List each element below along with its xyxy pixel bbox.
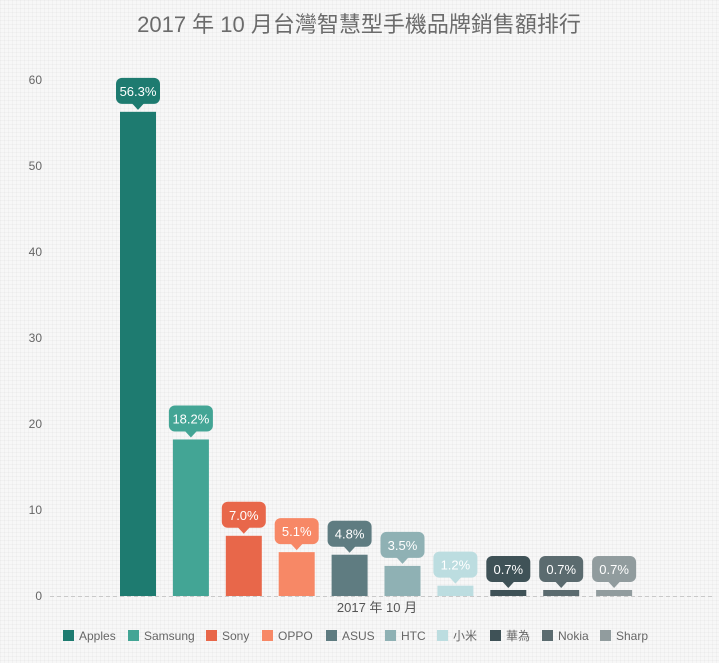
legend-swatch (128, 630, 139, 641)
legend-swatch (385, 630, 396, 641)
legend-item[interactable]: Sony (206, 629, 249, 643)
legend-item[interactable]: Sharp (600, 629, 648, 643)
legend-item[interactable]: 小米 (437, 629, 477, 643)
data-label-bubble (221, 501, 266, 528)
data-label-bubble (592, 555, 637, 582)
data-label: 18.2% (172, 411, 209, 426)
bar-group: 0.7% (486, 555, 531, 596)
legend-item[interactable]: Apples (63, 629, 116, 643)
bar[interactable] (120, 111, 156, 596)
data-label-bubble (380, 531, 425, 558)
bar[interactable] (490, 589, 527, 596)
legend-label: Apples (79, 629, 116, 643)
legend-label: Sharp (616, 629, 648, 643)
legend-label: ASUS (342, 629, 375, 643)
bar-group: 0.7% (539, 555, 584, 596)
data-label-bubble (116, 77, 160, 104)
data-label: 0.7% (599, 562, 629, 577)
legend-item[interactable]: HTC (385, 629, 426, 643)
data-label-pointer (237, 527, 250, 534)
legend-swatch (490, 630, 501, 641)
data-label-pointer (555, 581, 568, 588)
legend-label: Samsung (144, 629, 195, 643)
legend-label: OPPO (278, 629, 313, 643)
data-label-pointer (132, 103, 144, 110)
data-label-pointer (290, 543, 303, 551)
data-label: 1.2% (441, 558, 471, 573)
data-label-bubble (274, 518, 319, 545)
y-tick-label: 0 (35, 589, 42, 603)
bar[interactable] (543, 589, 580, 596)
y-tick-label: 40 (29, 245, 43, 259)
legend-label: Nokia (558, 629, 589, 643)
bar-group: 7.0% (221, 501, 266, 596)
bar[interactable] (331, 554, 368, 596)
data-label: 3.5% (388, 538, 418, 553)
bar-group: 5.1% (274, 518, 319, 596)
data-label: 7.0% (229, 508, 259, 523)
bar[interactable] (437, 585, 474, 596)
bar-group: 18.2% (168, 405, 213, 596)
data-label-pointer (396, 557, 409, 564)
y-tick-label: 60 (29, 73, 43, 87)
y-tick-label: 50 (29, 159, 43, 173)
y-tick-label: 10 (29, 503, 43, 517)
legend-item[interactable]: Samsung (128, 629, 195, 643)
bar[interactable] (596, 589, 633, 596)
data-label: 56.3% (120, 84, 157, 99)
legend-swatch (600, 630, 611, 641)
data-label-pointer (184, 430, 197, 438)
legend-swatch (542, 630, 553, 641)
data-label-pointer (449, 577, 462, 584)
bar-group: 4.8% (327, 520, 372, 596)
legend-item[interactable]: ASUS (326, 629, 375, 643)
bar[interactable] (172, 439, 209, 596)
legend-label: Sony (222, 629, 249, 643)
legend-swatch (262, 630, 273, 641)
legend-item[interactable]: Nokia (542, 629, 589, 643)
legend-swatch (326, 630, 337, 641)
bar-group: 0.7% (592, 555, 637, 596)
data-label-pointer (502, 581, 515, 588)
bar-group: 3.5% (380, 531, 425, 596)
legend-label: 華為 (506, 629, 530, 643)
data-label-bubble (433, 551, 478, 578)
bar[interactable] (384, 565, 421, 596)
data-label: 4.8% (335, 527, 365, 542)
legend-swatch (206, 630, 217, 641)
data-label-bubble (486, 555, 531, 582)
x-category-label: 2017 年 10 月 (337, 600, 417, 615)
legend-item[interactable]: 華為 (490, 629, 530, 643)
data-label-pointer (343, 546, 356, 553)
bar[interactable] (278, 552, 315, 596)
legend-item[interactable]: OPPO (262, 629, 313, 643)
data-label: 0.7% (546, 562, 576, 577)
data-label-bubble (539, 555, 584, 582)
data-label-bubble (327, 520, 372, 547)
bar-group: 56.3% (116, 77, 160, 596)
data-label-bubble (168, 405, 213, 432)
y-tick-label: 30 (29, 331, 43, 345)
legend-swatch (63, 630, 74, 641)
chart-title: 2017 年 10 月台灣智慧型手機品牌銷售額排行 (137, 12, 581, 37)
data-label: 5.1% (282, 524, 312, 539)
legend-label: 小米 (453, 629, 477, 643)
data-label: 0.7% (493, 562, 523, 577)
legend-swatch (437, 630, 448, 641)
legend-label: HTC (401, 629, 426, 643)
y-tick-label: 20 (29, 417, 43, 431)
bar[interactable] (225, 535, 262, 596)
bar-group: 1.2% (433, 551, 478, 596)
data-label-pointer (608, 581, 621, 588)
